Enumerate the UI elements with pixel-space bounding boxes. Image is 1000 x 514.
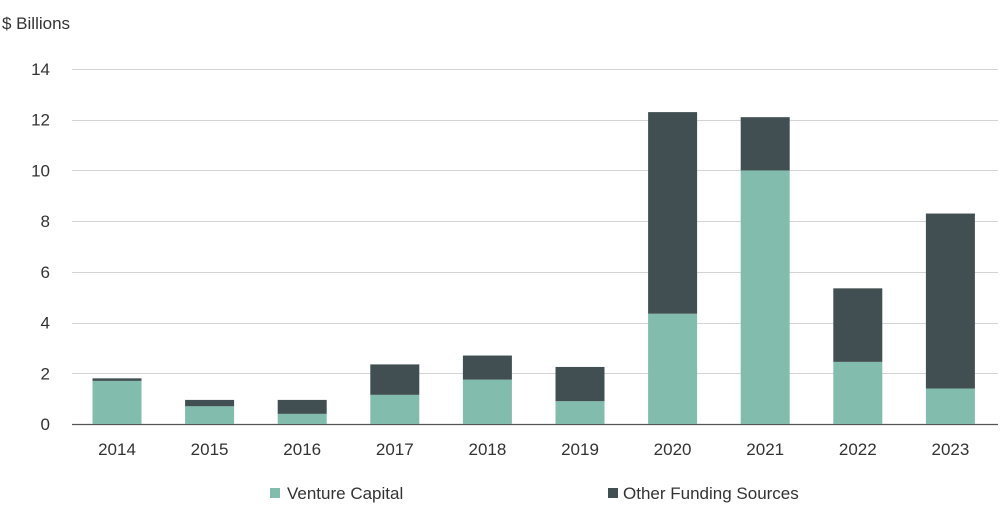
gridlines [72,69,998,426]
bar-venture-capital-2014 [92,380,142,424]
legend-label-venture-capital: Venture Capital [287,484,403,503]
bar-other-funding-sources-2021 [740,117,790,171]
x-tick-label: 2016 [283,440,321,459]
y-tick-label: 14 [31,60,50,79]
bar-other-funding-sources-2014 [92,378,142,381]
bar-stack-2022 [833,288,883,424]
bar-other-funding-sources-2019 [555,366,605,402]
y-tick-label: 2 [41,364,50,383]
y-tick-label: 4 [41,314,50,333]
legend-label-other-funding-sources: Other Funding Sources [623,484,799,503]
x-tick-label: 2019 [561,440,599,459]
y-axis-title: $ Billions [2,14,70,33]
bar-other-funding-sources-2023 [925,213,975,389]
bar-venture-capital-2020 [648,313,698,424]
bar-venture-capital-2018 [462,379,512,424]
x-tick-label: 2023 [931,440,969,459]
x-tick-label: 2022 [839,440,877,459]
x-tick-label: 2020 [654,440,692,459]
x-tick-label: 2015 [191,440,229,459]
bar-other-funding-sources-2017 [370,364,420,395]
y-tick-label: 0 [41,415,50,434]
y-tick-label: 12 [31,111,50,130]
bar-stack-2015 [185,399,235,424]
bar-other-funding-sources-2015 [185,399,235,407]
bar-venture-capital-2021 [740,170,790,424]
legend-swatch-venture-capital [270,488,280,498]
legend: Venture Capital Other Funding Sources [270,484,799,503]
bar-stack-2018 [462,355,512,424]
y-axis-ticks: 0 2 4 6 8 10 12 14 [31,60,50,434]
bar-venture-capital-2015 [185,406,235,424]
legend-swatch-other-funding-sources [608,488,618,498]
bar-other-funding-sources-2020 [648,112,698,314]
bar-other-funding-sources-2018 [462,355,512,380]
x-tick-label: 2018 [468,440,506,459]
bar-venture-capital-2017 [370,394,420,424]
bar-other-funding-sources-2022 [833,288,883,362]
y-tick-label: 10 [31,161,50,180]
bar-stack-2014 [92,378,142,424]
x-tick-label: 2017 [376,440,414,459]
bar-stack-2020 [648,112,698,424]
bar-stack-2017 [370,364,420,424]
bar-stack-2021 [740,117,790,424]
x-tick-label: 2014 [98,440,136,459]
bar-venture-capital-2019 [555,401,605,424]
bar-venture-capital-2023 [925,388,975,424]
bar-stack-2023 [925,213,975,424]
x-axis-ticks: 2014 2015 2016 2017 2018 2019 2020 2021 2022 2023 [98,440,969,459]
bars [92,112,975,424]
bar-stack-2019 [555,366,605,424]
x-tick-label: 2021 [746,440,784,459]
bar-other-funding-sources-2016 [277,399,327,414]
y-tick-label: 6 [41,263,50,282]
y-tick-label: 8 [41,212,50,231]
bar-venture-capital-2016 [277,413,327,424]
bar-stack-2016 [277,399,327,424]
bar-venture-capital-2022 [833,361,883,424]
